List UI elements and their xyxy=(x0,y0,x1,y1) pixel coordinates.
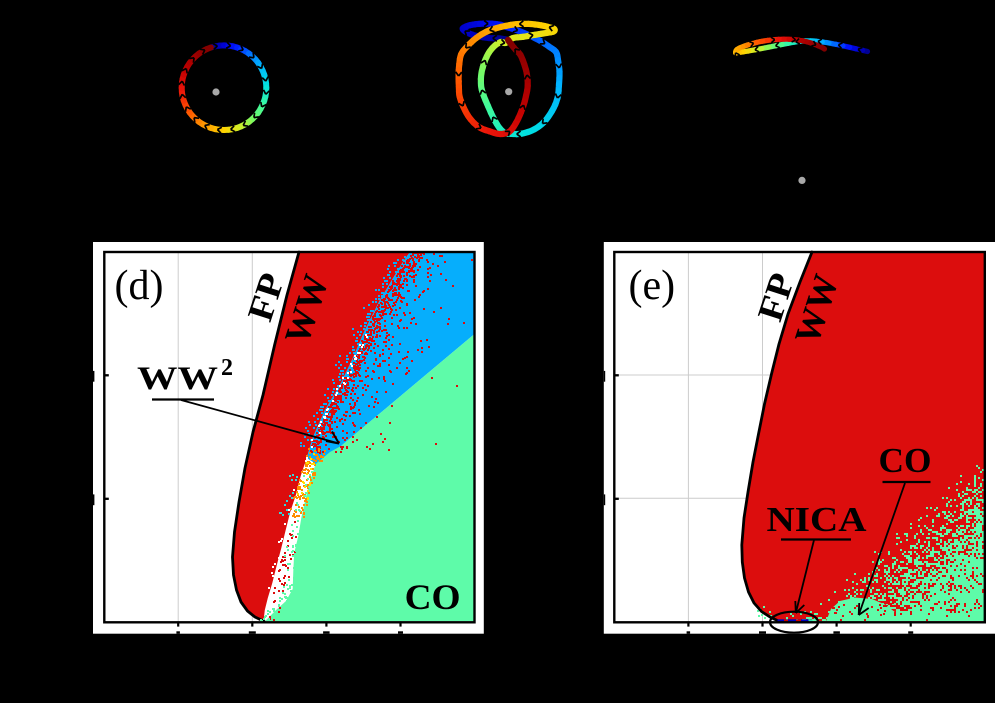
svg-text:CO: CO xyxy=(405,577,461,617)
svg-text:CO: CO xyxy=(879,441,932,480)
svg-text:WW: WW xyxy=(137,361,218,397)
svg-text:NICA: NICA xyxy=(767,500,868,539)
svg-text:(e): (e) xyxy=(628,263,675,309)
svg-text:(d): (d) xyxy=(115,263,164,309)
svg-text:2: 2 xyxy=(221,355,233,381)
